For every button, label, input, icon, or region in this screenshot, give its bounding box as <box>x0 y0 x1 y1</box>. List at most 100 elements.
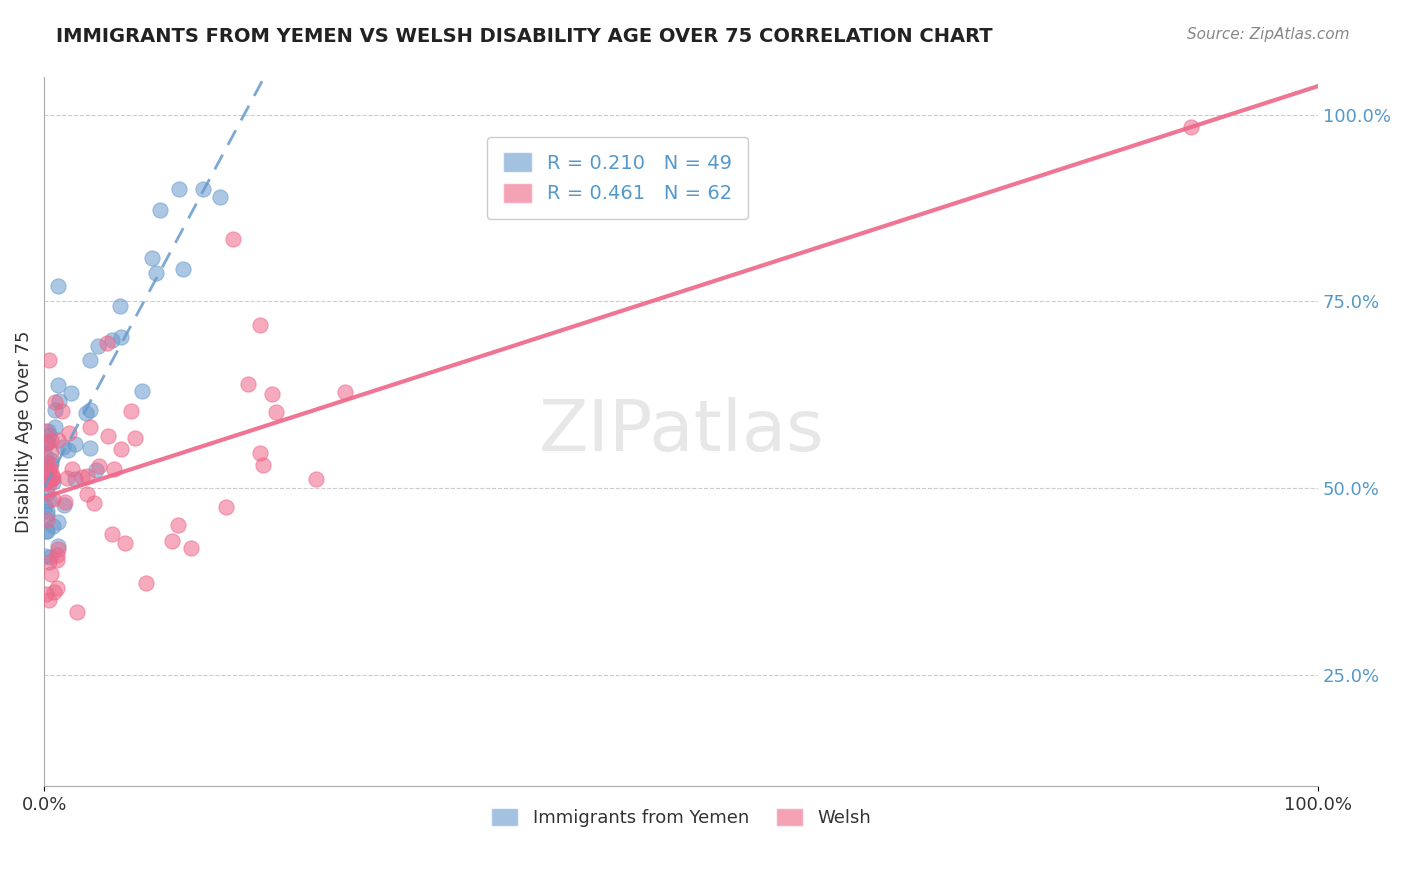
Text: Source: ZipAtlas.com: Source: ZipAtlas.com <box>1187 27 1350 42</box>
Point <box>135 576 157 591</box>
Point <box>108 299 131 313</box>
Point <box>215 500 238 515</box>
Point <box>79 441 101 455</box>
Text: IMMIGRANTS FROM YEMEN VS WELSH DISABILITY AGE OVER 75 CORRELATION CHART: IMMIGRANTS FROM YEMEN VS WELSH DISABILIT… <box>56 27 993 45</box>
Point <box>51 403 73 417</box>
Point <box>38 549 60 564</box>
Point <box>34 500 56 514</box>
Point <box>46 378 69 392</box>
Point <box>167 518 190 533</box>
Point <box>35 456 58 470</box>
Legend: Immigrants from Yemen, Welsh: Immigrants from Yemen, Welsh <box>484 800 879 834</box>
Point <box>56 443 79 458</box>
Point <box>101 527 124 541</box>
Point <box>101 333 124 347</box>
Point <box>110 330 132 344</box>
Point <box>76 468 98 483</box>
Point <box>34 461 56 475</box>
Point <box>124 430 146 444</box>
Point <box>46 553 69 567</box>
Point <box>79 403 101 417</box>
Point <box>42 491 65 506</box>
Point <box>65 436 87 450</box>
Point <box>35 436 58 450</box>
Point <box>66 605 89 619</box>
Point <box>145 266 167 280</box>
Point <box>70 470 93 484</box>
Point <box>58 425 80 440</box>
Point <box>35 524 58 538</box>
Point <box>84 463 107 477</box>
Point <box>38 477 60 491</box>
Point <box>169 182 191 196</box>
Point <box>79 353 101 368</box>
Point <box>1180 120 1202 134</box>
Point <box>75 406 97 420</box>
Point <box>97 428 120 442</box>
Point <box>83 496 105 510</box>
Point <box>44 419 66 434</box>
Point <box>38 592 60 607</box>
Point <box>149 202 172 217</box>
Point <box>131 384 153 398</box>
Point <box>236 376 259 391</box>
Point <box>46 539 69 553</box>
Point <box>38 555 60 569</box>
Text: ZIPatlas: ZIPatlas <box>538 398 824 467</box>
Point <box>56 471 79 485</box>
Point <box>180 541 202 556</box>
Point <box>103 461 125 475</box>
Point <box>41 467 63 482</box>
Point <box>46 581 69 595</box>
Point <box>37 424 59 438</box>
Point <box>34 476 56 491</box>
Point <box>39 453 62 467</box>
Point <box>39 566 62 581</box>
Y-axis label: Disability Age Over 75: Disability Age Over 75 <box>15 331 32 533</box>
Point <box>38 428 60 442</box>
Point <box>44 403 66 417</box>
Point <box>34 448 56 462</box>
Point <box>114 536 136 550</box>
Point <box>221 232 243 246</box>
Point <box>305 472 328 486</box>
Point <box>42 518 65 533</box>
Point <box>38 352 60 367</box>
Point <box>39 444 62 458</box>
Point <box>41 433 63 447</box>
Point <box>110 442 132 457</box>
Point <box>44 395 66 409</box>
Point <box>262 386 284 401</box>
Point <box>120 403 142 417</box>
Point <box>46 542 69 557</box>
Point <box>34 549 56 563</box>
Point <box>37 513 59 527</box>
Point <box>79 419 101 434</box>
Point <box>209 190 232 204</box>
Point <box>44 584 66 599</box>
Point <box>42 475 65 489</box>
Point <box>34 436 56 450</box>
Point <box>87 459 110 474</box>
Point <box>76 487 98 501</box>
Point <box>37 435 59 450</box>
Point <box>46 433 69 447</box>
Point <box>162 534 184 549</box>
Point <box>249 445 271 459</box>
Point <box>264 405 287 419</box>
Point <box>37 486 59 500</box>
Point <box>60 385 83 400</box>
Point <box>38 458 60 473</box>
Point <box>38 474 60 488</box>
Point <box>60 461 83 475</box>
Point <box>41 471 63 485</box>
Point <box>46 548 69 562</box>
Point <box>193 182 215 196</box>
Point <box>39 463 62 477</box>
Point <box>141 251 163 265</box>
Point <box>52 441 75 455</box>
Point <box>35 504 58 518</box>
Point <box>38 493 60 508</box>
Point <box>96 336 118 351</box>
Point <box>48 279 70 293</box>
